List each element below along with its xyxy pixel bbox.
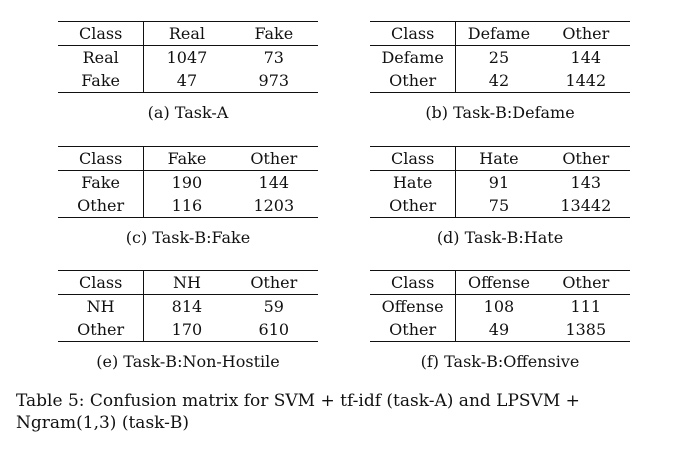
table-cell: 59 [263, 297, 284, 316]
table-cell: 25 [488, 48, 510, 67]
header-cell: Class [370, 270, 457, 295]
table-cell: 49 [455, 318, 542, 342]
table-row: Fake 47 973 [58, 69, 318, 93]
table-cell: 1203 [229, 194, 318, 218]
subtable-task-b-offensive: Class Offense Other Offense 108 111 Othe… [370, 270, 630, 372]
table-row: Offense 108 111 [370, 294, 630, 318]
table-cell: 170 [143, 318, 230, 342]
table-row: Other 49 1385 [370, 318, 630, 342]
header-cell: Other [229, 146, 318, 171]
table-cell: 144 [570, 48, 602, 67]
subtable-task-b-defame: Class Defame Other Defame 25 144 Other 4… [370, 21, 630, 123]
header-row: Class Offense Other [370, 270, 630, 295]
table-row: NH 814 59 [58, 294, 318, 318]
row-label: Other [370, 194, 457, 218]
subtable-task-b-hate: Class Hate Other Hate 91 143 Other 75 13… [370, 146, 630, 248]
table-cell: 111 [570, 297, 602, 316]
row-label: Other [58, 318, 145, 342]
header-cell: Hate [455, 146, 542, 171]
row-label: Real [58, 45, 145, 69]
row-label: Fake [58, 170, 145, 194]
table-cell: 973 [229, 69, 318, 93]
header-cell: Real [143, 21, 230, 46]
subtable-caption: (e) Task-B:Non-Hostile [96, 352, 280, 371]
header-row: Class Hate Other [370, 146, 630, 171]
header-row: Class Defame Other [370, 21, 630, 46]
row-label: NH [58, 294, 145, 318]
header-row: Class Real Fake [58, 21, 318, 46]
header-row: Class Fake Other [58, 146, 318, 171]
header-cell: Class [58, 21, 145, 46]
table-row: Fake 190 144 [58, 170, 318, 194]
confusion-matrix: Class Hate Other Hate 91 143 Other 75 13… [370, 146, 630, 218]
subtable-caption: (f) Task-B:Offensive [420, 352, 580, 371]
header-row: Class NH Other [58, 270, 318, 295]
subtable-caption: (b) Task-B:Defame [425, 103, 575, 122]
confusion-matrix: Class Offense Other Offense 108 111 Othe… [370, 270, 630, 342]
table-cell: 75 [455, 194, 542, 218]
header-cell: Class [58, 270, 145, 295]
confusion-matrix: Class Defame Other Defame 25 144 Other 4… [370, 21, 630, 93]
table-row: Other 42 1442 [370, 69, 630, 93]
subtable-caption: (a) Task-A [147, 103, 229, 122]
table-cell: 108 [483, 297, 515, 316]
row-label: Other [370, 318, 457, 342]
table-cell: 47 [143, 69, 230, 93]
confusion-matrix: Class Fake Other Fake 190 144 Other 116 … [58, 146, 318, 218]
header-cell: Other [541, 270, 630, 295]
table-cell: 116 [143, 194, 230, 218]
table-caption: Table 5: Confusion matrix for SVM + tf-i… [16, 391, 580, 433]
confusion-matrix: Class NH Other NH 814 59 Other 170 610 [58, 270, 318, 342]
table-row: Other 116 1203 [58, 194, 318, 218]
table-cell: 610 [229, 318, 318, 342]
table-row: Other 170 610 [58, 318, 318, 342]
table-cell: 1442 [541, 69, 630, 93]
table-cell: 1385 [541, 318, 630, 342]
subtable-caption: (d) Task-B:Hate [436, 228, 564, 247]
table-row: Real 1047 73 [58, 45, 318, 69]
header-cell: Other [541, 146, 630, 171]
table-cell: 190 [171, 173, 203, 192]
row-label: Defame [370, 45, 457, 69]
row-label: Fake [58, 69, 145, 93]
header-cell: Other [229, 270, 318, 295]
header-cell: Offense [455, 270, 542, 295]
table-cell: 144 [258, 173, 290, 192]
header-cell: NH [143, 270, 230, 295]
row-label: Offense [370, 294, 457, 318]
header-cell: Defame [455, 21, 542, 46]
table-cell: 13442 [541, 194, 630, 218]
table-cell: 42 [455, 69, 542, 93]
table-cell: 91 [488, 173, 510, 192]
row-label: Other [370, 69, 457, 93]
header-cell: Fake [143, 146, 230, 171]
table-row: Other 75 13442 [370, 194, 630, 218]
header-cell: Other [541, 21, 630, 46]
subtable-task-a: Class Real Fake Real 1047 73 Fake 47 973… [58, 21, 318, 123]
table-cell: 1047 [166, 48, 208, 67]
header-cell: Class [58, 146, 145, 171]
subtable-task-b-non-hostile: Class NH Other NH 814 59 Other 170 610 (… [58, 270, 318, 372]
subtable-caption: (c) Task-B:Fake [125, 228, 251, 247]
table-row: Hate 91 143 [370, 170, 630, 194]
confusion-matrix: Class Real Fake Real 1047 73 Fake 47 973 [58, 21, 318, 93]
header-cell: Fake [229, 21, 318, 46]
table-row: Defame 25 144 [370, 45, 630, 69]
row-label: Hate [370, 170, 457, 194]
table-cell: 814 [171, 297, 203, 316]
header-cell: Class [370, 146, 457, 171]
table-cell: 143 [570, 173, 602, 192]
row-label: Other [58, 194, 145, 218]
table-cell: 73 [263, 48, 284, 67]
subtable-task-b-fake: Class Fake Other Fake 190 144 Other 116 … [58, 146, 318, 248]
header-cell: Class [370, 21, 457, 46]
